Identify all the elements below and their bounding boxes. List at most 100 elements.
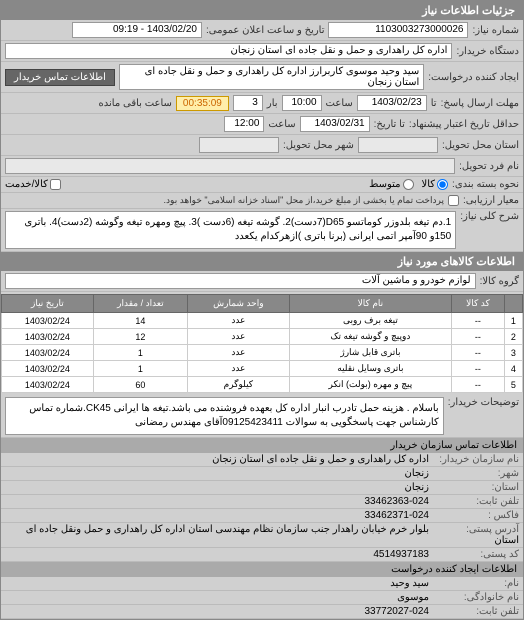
table-cell: عدد: [188, 313, 290, 329]
c-org-label: نام سازمان خریدار:: [429, 454, 519, 465]
table-header: واحد شمارش: [188, 295, 290, 313]
table-cell: 2: [504, 329, 522, 345]
c-city-label: شهر:: [429, 468, 519, 479]
table-cell: 1403/02/24: [2, 313, 94, 329]
table-cell: 1: [93, 361, 187, 377]
deadline-send-label: مهلت ارسال پاسخ:: [441, 98, 519, 109]
validity-to-label: تا تاریخ:: [374, 119, 405, 130]
deadline-to-label: تا: [431, 98, 437, 109]
table-cell: 1: [504, 313, 522, 329]
table-row[interactable]: 2--دوپیچ و گوشه تیغه تکعدد121403/02/24: [2, 329, 523, 345]
table-header: [504, 295, 522, 313]
deadline-time: 10:00: [282, 95, 322, 111]
measure-note: پرداخت تمام یا بخشی از مبلغ خرید،از محل …: [164, 195, 444, 206]
contact-buyer-button[interactable]: اطلاعات تماس خریدار: [5, 69, 115, 86]
table-cell: 1403/02/24: [2, 329, 94, 345]
contact-header: اطلاعات تماس سازمان خریدار: [1, 438, 523, 453]
delivery-city-label: شهر محل تحویل:: [283, 140, 354, 151]
table-cell: 1: [93, 345, 187, 361]
measure-label: معیار ارزیابی:: [463, 195, 519, 206]
table-cell: 12: [93, 329, 187, 345]
c-phone-label: تلفن ثابت:: [429, 496, 519, 507]
c-postcode: 4514937183: [373, 549, 429, 560]
table-cell: دوپیچ و گوشه تیغه تک: [289, 329, 451, 345]
deadline-time-label: ساعت: [326, 98, 353, 109]
c-fax: 33462371-024: [364, 510, 429, 521]
validity-time: 12:00: [224, 116, 264, 132]
pack-opt2: متوسط: [369, 179, 400, 190]
table-cell: پیچ و مهره (بولت) انکر: [289, 377, 451, 393]
c-lname-label: نام خانوادگی:: [429, 592, 519, 603]
items-table: کد کالانام کالاواحد شمارشتعداد / مقدارتا…: [1, 294, 523, 393]
table-cell: عدد: [188, 345, 290, 361]
table-cell: 5: [504, 377, 522, 393]
details-panel: جزئیات اطلاعات نیاز شماره نیاز: 11030032…: [0, 0, 524, 620]
attempt-label: بار: [267, 98, 278, 109]
table-cell: --: [452, 361, 505, 377]
delivery-state-label: استان محل تحویل:: [442, 140, 519, 151]
table-cell: عدد: [188, 329, 290, 345]
measure-checkbox[interactable]: [448, 195, 459, 206]
countdown-timer: 00:35:09: [176, 96, 229, 111]
c-cphone: 33772027-024: [364, 606, 429, 617]
group-label: گروه کالا:: [480, 276, 519, 287]
c-post-label: آدرس پستی:: [429, 524, 519, 535]
attempt-value: 3: [233, 95, 263, 111]
need-number-label: شماره نیاز:: [472, 25, 519, 36]
validity-time-label: ساعت: [268, 119, 295, 130]
desc-label: شرح کلی نیاز:: [460, 211, 519, 222]
c-org: اداره کل راهداری و حمل و نقل جاده ای است…: [212, 454, 429, 465]
buyer-org-label: دستگاه خریدار:: [456, 46, 519, 57]
buyer-org: اداره کل راهداری و حمل و نقل جاده ای است…: [5, 43, 452, 59]
table-cell: 1403/02/24: [2, 377, 94, 393]
delivery-state: [358, 137, 438, 153]
deadline-date: 1403/02/23: [357, 95, 427, 111]
table-row[interactable]: 5--پیچ و مهره (بولت) انکرکیلوگرم601403/0…: [2, 377, 523, 393]
table-row[interactable]: 3--باتری قابل شارژعدد11403/02/24: [2, 345, 523, 361]
table-cell: --: [452, 329, 505, 345]
c-fax-label: فاکس :: [429, 510, 519, 521]
name-address-label: نام فرد تحویل:: [459, 161, 519, 172]
supplier-notes-text: باسلام . هزینه حمل تادرب انبار اداره کل …: [5, 397, 444, 435]
table-cell: باتری وسایل نقلیه: [289, 361, 451, 377]
mass-checkbox[interactable]: [50, 179, 61, 190]
c-lname: موسوی: [397, 592, 429, 603]
table-cell: 4: [504, 361, 522, 377]
pack-label: نحوه بسته بندی:: [452, 179, 519, 190]
c-fname: سید وحید: [390, 578, 429, 589]
c-state-label: استان:: [429, 482, 519, 493]
table-cell: --: [452, 377, 505, 393]
c-fname-label: نام:: [429, 578, 519, 589]
table-cell: تیغه برف روبی: [289, 313, 451, 329]
panel-header: جزئیات اطلاعات نیاز: [1, 1, 523, 20]
announce-value: 1403/02/20 - 09:19: [72, 22, 202, 38]
validity-date: 1403/02/31: [300, 116, 370, 132]
items-section-header: اطلاعات کالاهای مورد نیاز: [1, 252, 523, 271]
requester: سید وحید موسوی کاربرارز اداره کل راهداری…: [119, 64, 424, 90]
supplier-notes-label: توضیحات خریدار:: [448, 397, 519, 408]
creator-header: اطلاعات ایجاد کننده درخواست: [1, 562, 523, 577]
c-cphone-label: تلفن ثابت:: [429, 606, 519, 617]
need-number: 1103003273000026: [328, 22, 468, 38]
validity-label: حداقل تاریخ اعتبار پیشنهاد:: [409, 119, 519, 130]
table-row[interactable]: 1--تیغه برف روبیعدد141403/02/24: [2, 313, 523, 329]
table-header: کد کالا: [452, 295, 505, 313]
announce-label: تاریخ و ساعت اعلان عمومی:: [206, 25, 325, 36]
table-cell: کیلوگرم: [188, 377, 290, 393]
name-address: [5, 158, 455, 174]
table-header: تاریخ نیاز: [2, 295, 94, 313]
remaining-label: ساعت باقی مانده: [99, 98, 172, 109]
table-header: نام کالا: [289, 295, 451, 313]
pack-radio-2[interactable]: [403, 179, 414, 190]
table-cell: باتری قابل شارژ: [289, 345, 451, 361]
table-row[interactable]: 4--باتری وسایل نقلیهعدد11403/02/24: [2, 361, 523, 377]
pack-radio-1[interactable]: [437, 179, 448, 190]
table-cell: عدد: [188, 361, 290, 377]
table-header: تعداد / مقدار: [93, 295, 187, 313]
mass-label: کالا/خدمت: [5, 179, 48, 190]
c-city: زنجان: [405, 468, 429, 479]
panel-title: جزئیات اطلاعات نیاز: [422, 5, 515, 17]
table-cell: 1403/02/24: [2, 361, 94, 377]
table-cell: 14: [93, 313, 187, 329]
table-cell: --: [452, 313, 505, 329]
